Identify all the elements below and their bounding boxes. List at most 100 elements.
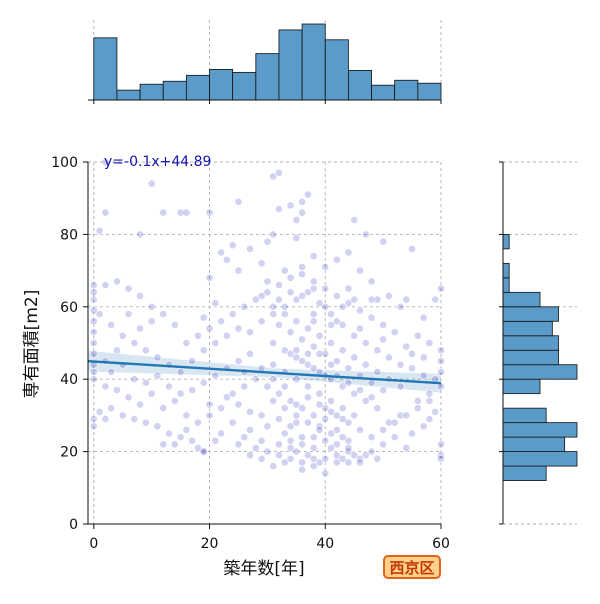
right-histogram-bar	[502, 451, 578, 467]
data-point	[379, 425, 388, 434]
data-point	[367, 295, 376, 304]
data-point	[309, 433, 318, 442]
data-point	[309, 462, 318, 470]
y-tick-label: 20	[60, 445, 78, 461]
data-point	[234, 357, 243, 365]
data-point	[194, 444, 202, 452]
data-point	[304, 190, 312, 199]
data-point	[350, 389, 359, 398]
top-histogram-bar	[417, 82, 442, 101]
data-point	[101, 158, 110, 166]
data-point	[251, 295, 260, 304]
data-point	[269, 462, 278, 470]
data-point	[275, 451, 283, 460]
data-point	[280, 404, 289, 413]
data-point	[379, 386, 388, 394]
data-point	[101, 281, 110, 289]
data-point	[275, 281, 283, 289]
data-point	[304, 418, 312, 427]
data-point	[338, 346, 347, 355]
data-point	[89, 306, 98, 315]
right-histogram-bar	[502, 277, 510, 293]
data-point	[315, 349, 324, 358]
data-point	[304, 288, 312, 297]
y-axis-label: 専有面積[m2]	[22, 290, 42, 399]
data-point	[165, 429, 173, 438]
data-point	[321, 263, 330, 271]
right-histogram-bar	[502, 291, 541, 308]
data-point	[379, 320, 388, 329]
data-point	[396, 411, 405, 420]
data-point	[89, 281, 98, 289]
data-point	[89, 349, 98, 358]
data-point	[280, 310, 289, 318]
data-point	[205, 324, 214, 333]
right-histogram-bar	[502, 465, 547, 481]
data-point	[182, 208, 191, 217]
data-point	[275, 389, 283, 398]
data-point	[408, 349, 416, 358]
x-tick-label: 0	[89, 536, 98, 552]
data-point	[188, 386, 197, 394]
top-histogram-bar	[278, 29, 303, 101]
data-point	[321, 415, 330, 423]
data-point	[344, 378, 353, 387]
data-point	[321, 349, 330, 358]
data-point	[101, 208, 110, 217]
data-point	[246, 244, 254, 253]
data-point	[199, 378, 208, 387]
data-point	[298, 197, 307, 206]
top-histogram-bar	[162, 80, 187, 101]
data-point	[194, 331, 202, 340]
data-point	[413, 404, 422, 413]
data-point	[95, 310, 104, 318]
data-point	[107, 404, 116, 413]
data-point	[332, 411, 341, 420]
data-point	[332, 255, 341, 264]
data-point	[130, 339, 139, 347]
data-point	[373, 368, 382, 376]
data-point	[159, 440, 168, 449]
data-point	[390, 418, 399, 427]
data-point	[136, 324, 144, 333]
data-point	[89, 339, 98, 347]
data-point	[413, 397, 422, 405]
data-point	[309, 252, 318, 261]
data-point	[367, 277, 376, 286]
data-point	[147, 317, 156, 326]
data-point	[124, 393, 133, 402]
data-point	[286, 422, 295, 431]
data-point	[222, 331, 231, 340]
data-point	[257, 454, 266, 463]
right-histogram	[499, 161, 578, 525]
data-point	[275, 295, 283, 304]
data-point	[321, 454, 330, 463]
data-point	[298, 440, 307, 449]
data-point	[234, 266, 243, 275]
data-point	[321, 302, 330, 311]
data-point	[153, 422, 162, 431]
data-point	[217, 248, 225, 257]
data-point	[211, 436, 220, 445]
data-point	[269, 397, 278, 405]
data-point	[170, 440, 179, 449]
data-point	[246, 425, 254, 434]
data-point	[199, 346, 208, 355]
data-point	[89, 375, 98, 384]
data-point	[327, 429, 335, 438]
data-point	[182, 411, 191, 420]
data-point	[240, 382, 249, 391]
data-point	[298, 270, 307, 279]
data-point	[309, 277, 318, 286]
data-point	[344, 248, 353, 257]
data-point	[425, 389, 434, 398]
data-point	[425, 415, 434, 423]
y-tick-label: 0	[69, 517, 78, 533]
data-point	[107, 320, 116, 329]
right-histogram-bar	[502, 306, 559, 322]
data-point	[228, 418, 237, 427]
data-point	[356, 425, 364, 434]
top-histogram	[88, 23, 442, 104]
data-point	[246, 349, 254, 358]
